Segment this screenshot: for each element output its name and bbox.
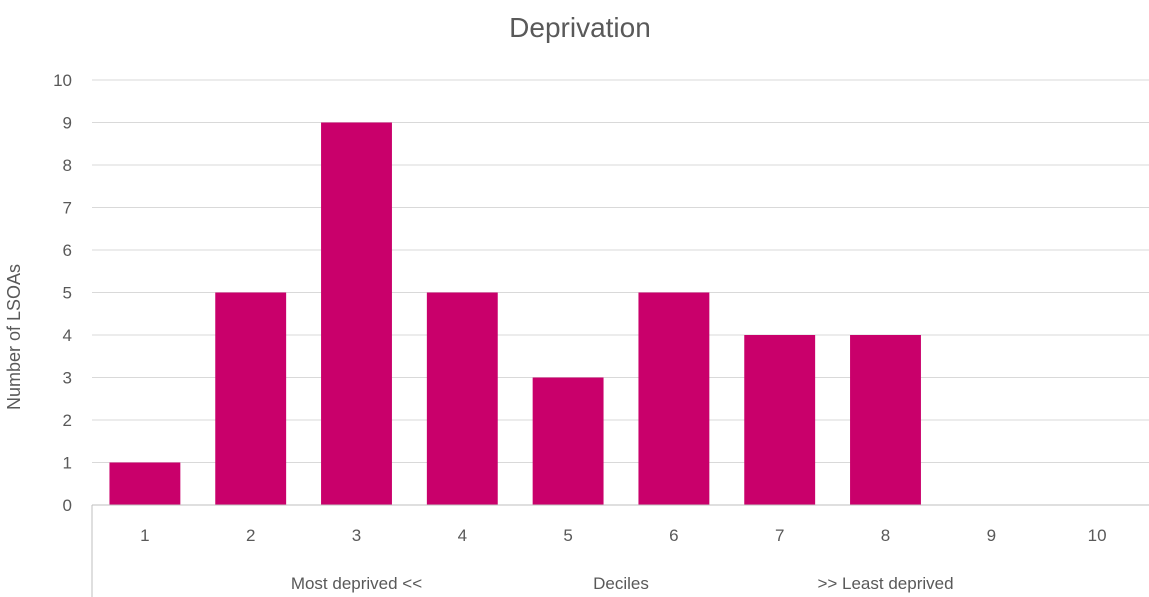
x-tick-label: 4 [458, 526, 467, 545]
x-tick-label: 10 [1088, 526, 1107, 545]
y-tick-label: 5 [63, 284, 72, 303]
x-tick-label: 2 [246, 526, 255, 545]
x-tick-label: 6 [669, 526, 678, 545]
y-axis-label: Number of LSOAs [4, 264, 24, 410]
bars [109, 122, 921, 505]
axes [91, 504, 1149, 597]
category-group-label: >> Least deprived [817, 574, 953, 593]
bar-decile-3 [321, 122, 392, 505]
bar-decile-1 [109, 462, 181, 505]
y-tick-label: 4 [63, 326, 72, 345]
x-tick-label: 1 [140, 526, 149, 545]
y-tick-label: 3 [63, 369, 72, 388]
x-tick-label: 8 [881, 526, 890, 545]
y-tick-label: 9 [63, 114, 72, 133]
bar-decile-5 [532, 377, 604, 505]
x-tick-label: 5 [563, 526, 572, 545]
chart-title: Deprivation [509, 12, 651, 43]
category-group-label: Most deprived << [291, 574, 422, 593]
bar-decile-2 [215, 292, 287, 505]
y-tick-label: 10 [53, 71, 72, 90]
y-tick-label: 0 [63, 496, 72, 515]
x-tick-label: 3 [352, 526, 361, 545]
y-tick-label: 7 [63, 199, 72, 218]
y-tick-label: 6 [63, 241, 72, 260]
category-group-label: Deciles [593, 574, 649, 593]
bar-decile-4 [426, 292, 498, 505]
x-tick-label: 7 [775, 526, 784, 545]
bar-decile-8 [850, 335, 921, 505]
bar-decile-7 [744, 335, 816, 505]
x-tick-label: 9 [987, 526, 996, 545]
y-tick-label: 2 [63, 411, 72, 430]
y-tick-label: 1 [63, 454, 72, 473]
tick-labels: 0 1 2 3 4 5 6 7 8 9 10 1 2 3 4 5 6 7 8 9 10 Most deprived << D… [53, 71, 1106, 593]
y-tick-label: 8 [63, 156, 72, 175]
bar-decile-6 [638, 292, 710, 505]
